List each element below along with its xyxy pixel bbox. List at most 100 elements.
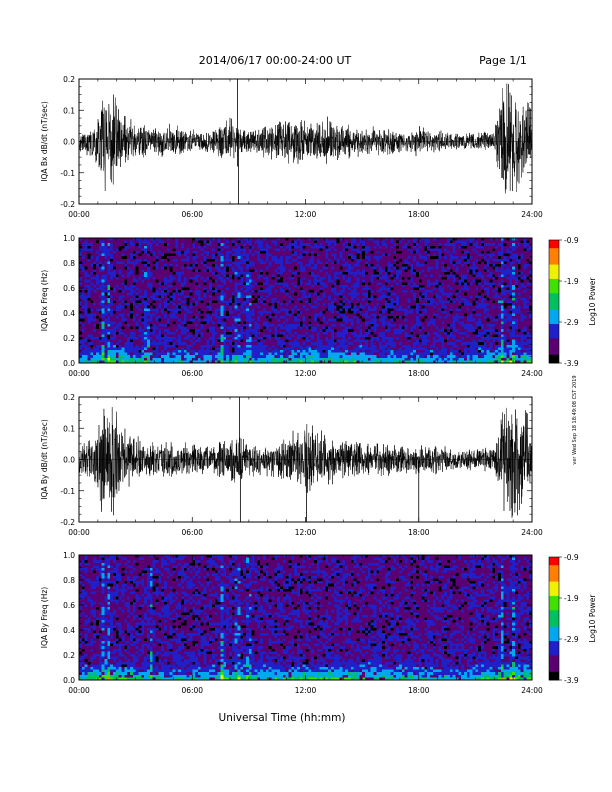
spectrogram-cell (172, 290, 176, 293)
spectrogram-cell (231, 251, 236, 254)
spectrogram-cell (362, 321, 366, 325)
spectrogram-cell (280, 245, 284, 249)
spectrogram-cell (336, 313, 340, 317)
spectrogram-cell (251, 240, 255, 244)
spectrogram-cell (200, 251, 204, 254)
spectrogram-cell (251, 308, 255, 312)
spectrogram-cell (172, 347, 176, 351)
spectrogram-cell (362, 310, 366, 314)
spectrogram-cell (220, 290, 224, 293)
spectrogram-cell (260, 303, 264, 306)
spectrogram-cell (79, 331, 83, 335)
spectrogram-cell (98, 274, 102, 278)
spectrogram-cell (149, 251, 153, 254)
spectrogram-cell (129, 240, 134, 244)
spectrogram-cell (169, 342, 173, 346)
spectrogram-cell (316, 295, 320, 299)
spectrogram-cell (305, 318, 309, 322)
spectrogram-cell (79, 256, 83, 260)
spectrogram-cell (260, 305, 264, 309)
spectrogram-cell (291, 342, 295, 346)
spectrogram-cell (274, 258, 278, 262)
spectrogram-cell (87, 344, 91, 348)
spectrogram-cell (206, 342, 210, 346)
spectrogram-cell (285, 277, 289, 280)
spectrogram-cell (101, 297, 105, 301)
spectrogram-cell (144, 292, 148, 296)
spectrogram-cell (350, 261, 354, 265)
spectrogram-cell (115, 258, 119, 262)
spectrogram-cell (200, 264, 204, 267)
spectrogram-cell (319, 326, 323, 330)
spectrogram-cell (362, 360, 366, 364)
spectrogram-cell (246, 316, 250, 320)
spectrogram-cell (214, 256, 219, 260)
spectrogram-cell (330, 352, 335, 356)
spectrogram-cell (110, 329, 114, 333)
spectrogram-cell (277, 331, 281, 335)
spectrogram-cell (333, 292, 337, 296)
spectrogram-cell (84, 243, 88, 247)
spectrogram-cell (299, 326, 303, 330)
spectrogram-cell (362, 344, 366, 348)
spectrogram-cell (197, 287, 202, 291)
spectrogram-cell (263, 321, 267, 325)
spectrogram-cell (79, 334, 83, 338)
spectrogram-cell (203, 308, 207, 312)
spectrogram-cell (265, 279, 269, 283)
spectrogram-cell (118, 308, 122, 312)
spectrogram-cell (214, 360, 219, 364)
spectrogram-cell (342, 323, 346, 327)
spectrogram-cell (248, 316, 253, 320)
spectrogram-cell (265, 349, 269, 353)
spectrogram-cell (93, 321, 97, 325)
spectrogram-cell (135, 274, 139, 278)
spectrogram-cell (195, 297, 199, 301)
spectrogram-cell (251, 334, 255, 338)
spectrogram-cell (336, 266, 340, 270)
spectrogram-cell (220, 360, 224, 364)
spectrogram-cell (81, 277, 85, 280)
spectrogram-cell (180, 321, 185, 325)
spectrogram-cell (161, 316, 165, 320)
spectrogram-cell (212, 329, 216, 333)
spectrogram-cell (166, 331, 170, 335)
spectrogram-cell (237, 282, 241, 286)
spectrogram-cell (217, 342, 221, 346)
spectrogram-cell (146, 240, 151, 244)
spectrogram-cell (305, 261, 309, 265)
spectrogram-cell (316, 245, 320, 249)
spectrogram-cell (163, 240, 168, 244)
spectrogram-cell (98, 313, 102, 317)
spectrogram-cell (129, 277, 134, 280)
spectrogram-cell (206, 303, 210, 306)
spectrogram-cell (246, 243, 250, 247)
spectrogram-cell (263, 347, 267, 351)
spectrogram-cell (212, 334, 216, 338)
spectrogram-cell (333, 287, 337, 291)
spectrogram-cell (169, 277, 173, 280)
spectrogram-cell (345, 329, 349, 333)
spectrogram-cell (353, 318, 357, 322)
spectrogram-cell (178, 342, 182, 346)
spectrogram-cell (141, 277, 145, 280)
spectrogram-cell (121, 352, 125, 356)
spectrogram-cell (84, 339, 88, 343)
spectrogram-cell (129, 318, 134, 322)
spectrogram-cell (248, 253, 253, 257)
spectrogram-cell (209, 240, 213, 244)
spectrogram-cell (93, 282, 97, 286)
spectrogram-cell (169, 284, 173, 288)
spectrogram-cell (195, 347, 199, 351)
spectrogram-cell (112, 258, 117, 262)
spectrogram-cell (288, 245, 292, 249)
spectrogram-cell (98, 284, 102, 288)
spectrogram-cell (192, 323, 196, 327)
y-axis-label: IQA Bx dB/dt (nT/sec) (40, 101, 49, 182)
spectrogram-cell (155, 313, 159, 317)
spectrogram-cell (138, 282, 142, 286)
spectrogram-cell (149, 336, 153, 340)
spectrogram-cell (189, 357, 193, 361)
spectrogram-cell (234, 240, 238, 244)
spectrogram-cell (330, 316, 335, 320)
